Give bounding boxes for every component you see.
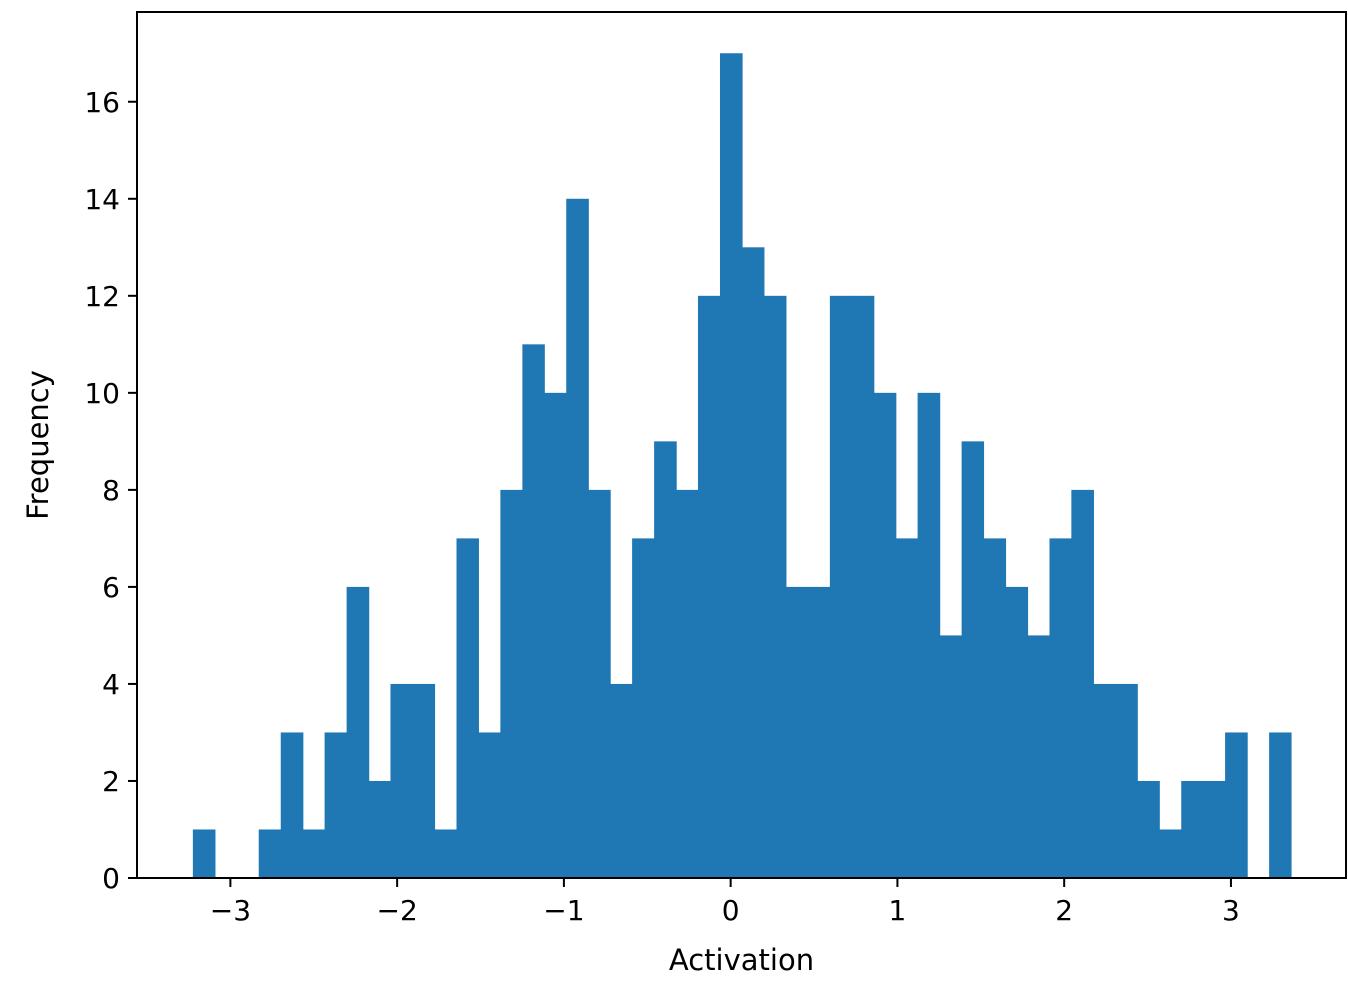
y-tick-label: 8: [102, 474, 120, 507]
histogram-bar: [1093, 683, 1116, 878]
histogram-bar: [192, 829, 216, 878]
histogram-bar: [1203, 780, 1226, 878]
y-tick-label: 12: [84, 280, 120, 313]
histogram-bar: [807, 586, 831, 878]
histogram-bar: [917, 392, 941, 878]
histogram-bar: [1049, 538, 1072, 878]
histogram-bar: [412, 683, 436, 878]
histogram-bar: [719, 53, 743, 879]
histogram-bar: [895, 538, 919, 878]
plot-frame: [136, 11, 1347, 879]
histogram-bar: [456, 538, 479, 878]
histogram-bar: [1181, 780, 1204, 878]
x-tick-label: −1: [543, 894, 584, 927]
histogram-bar: [280, 732, 304, 878]
histogram-bar: [258, 829, 282, 878]
x-tick-label: −3: [210, 894, 251, 927]
histogram-bars: [192, 53, 1292, 879]
histogram-bar: [961, 441, 985, 878]
y-tick-label: 2: [102, 765, 120, 798]
y-tick-label: 16: [84, 86, 120, 119]
histogram-bar: [390, 683, 414, 878]
histogram-bar: [851, 295, 875, 878]
histogram-bar: [324, 732, 348, 878]
histogram-bar: [939, 635, 963, 878]
histogram-bar: [1159, 829, 1182, 878]
histogram-bar: [478, 732, 501, 878]
histogram-bar: [785, 586, 809, 878]
x-tick-label: 1: [889, 894, 907, 927]
y-axis-ticks: 0 2 4 6 8 10 12 14 16: [84, 86, 137, 895]
x-tick-label: 2: [1055, 894, 1073, 927]
x-tick-label: −2: [377, 894, 418, 927]
y-tick-label: 10: [84, 377, 120, 410]
histogram-bar: [434, 829, 458, 878]
y-tick-label: 4: [102, 668, 120, 701]
y-tick-label: 0: [102, 862, 120, 895]
x-axis-label: Activation: [669, 943, 814, 977]
histogram-bar: [654, 441, 677, 878]
histogram-bar: [829, 295, 853, 878]
histogram-bar: [1269, 732, 1292, 878]
histogram-bar: [742, 247, 765, 879]
histogram-bar: [763, 295, 787, 878]
histogram-bar: [346, 586, 370, 878]
y-tick-label: 14: [84, 183, 120, 216]
histogram-bar: [588, 489, 611, 878]
histogram-bar: [610, 683, 633, 878]
histogram-bar: [1071, 489, 1094, 878]
histogram-bar: [500, 489, 523, 878]
histogram-bar: [1005, 586, 1029, 878]
histogram-bar: [1137, 780, 1160, 878]
histogram-bar: [1225, 732, 1248, 878]
histogram-bar: [566, 198, 589, 878]
histogram-bar: [873, 392, 897, 878]
y-axis-label: Frequency: [21, 370, 55, 520]
histogram-bar: [522, 344, 545, 879]
histogram-bar: [1027, 635, 1051, 878]
histogram-bar: [1115, 683, 1138, 878]
histogram-bar: [983, 538, 1007, 878]
histogram-bar: [368, 780, 392, 878]
histogram-bar: [544, 392, 567, 878]
x-tick-label: 0: [722, 894, 740, 927]
histogram-bar: [302, 829, 326, 878]
histogram-bar: [676, 489, 699, 878]
x-tick-label: 3: [1222, 894, 1240, 927]
histogram-bar: [632, 538, 655, 878]
x-axis-ticks: −3 −2 −1 0 1 2 3: [210, 878, 1240, 927]
histogram-bar: [697, 295, 721, 878]
y-tick-label: 6: [102, 571, 120, 604]
